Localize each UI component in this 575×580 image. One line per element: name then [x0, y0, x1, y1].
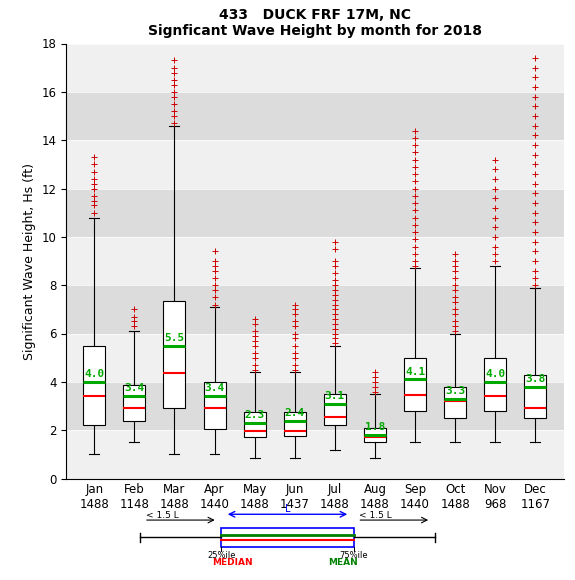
Bar — [444, 387, 466, 418]
Text: 2.4: 2.4 — [285, 408, 305, 418]
Text: 3.3: 3.3 — [445, 386, 465, 396]
Text: 3.8: 3.8 — [526, 374, 546, 384]
Bar — [66, 188, 564, 237]
Text: 2.3: 2.3 — [244, 410, 264, 420]
Bar — [221, 528, 354, 547]
Text: 3.4: 3.4 — [204, 383, 225, 393]
Bar — [283, 412, 306, 436]
Bar — [484, 358, 507, 411]
Bar — [324, 394, 346, 425]
Bar — [204, 382, 225, 429]
Text: 75%ile: 75%ile — [339, 551, 368, 560]
Text: 25%ile: 25%ile — [207, 551, 236, 560]
Bar — [66, 285, 564, 334]
Text: 1.8: 1.8 — [365, 422, 385, 432]
Bar — [123, 386, 145, 420]
Text: 3.1: 3.1 — [325, 391, 345, 401]
Bar — [404, 358, 426, 411]
Y-axis label: Significant Wave Height, Hs (ft): Significant Wave Height, Hs (ft) — [23, 162, 36, 360]
Text: < 1.5 L: < 1.5 L — [146, 510, 179, 520]
Text: MEDIAN: MEDIAN — [212, 558, 252, 567]
Title: 433   DUCK FRF 17M, NC
Signficant Wave Height by month for 2018: 433 DUCK FRF 17M, NC Signficant Wave Hei… — [148, 8, 482, 38]
Text: L: L — [285, 504, 290, 514]
Bar — [364, 428, 386, 442]
Text: 5.5: 5.5 — [164, 333, 185, 343]
Text: MEAN: MEAN — [328, 558, 358, 567]
Bar — [66, 237, 564, 285]
Bar — [66, 382, 564, 430]
Text: 3.4: 3.4 — [124, 383, 144, 393]
Text: 4.0: 4.0 — [84, 369, 104, 379]
Bar — [66, 92, 564, 140]
Text: 4.1: 4.1 — [405, 367, 426, 376]
Bar — [66, 140, 564, 188]
Bar — [66, 430, 564, 478]
Bar — [524, 375, 546, 418]
Bar — [66, 44, 564, 92]
Bar — [163, 301, 186, 408]
Bar — [66, 334, 564, 382]
Text: 4.0: 4.0 — [485, 369, 505, 379]
Bar — [244, 412, 266, 437]
Bar — [83, 346, 105, 425]
Text: < 1.5 L: < 1.5 L — [359, 510, 392, 520]
